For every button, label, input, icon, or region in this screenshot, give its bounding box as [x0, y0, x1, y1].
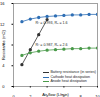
- svg-text:R² = 0.993, R₀ = 1.6: R² = 0.993, R₀ = 1.6: [36, 21, 68, 25]
- svg-text:Air flow (L/min): Air flow (L/min): [42, 92, 69, 97]
- svg-text:10: 10: [95, 94, 100, 97]
- html-text:Battery resistance (in series): Battery resistance (in series): [50, 70, 96, 75]
- svg-text:8: 8: [80, 94, 83, 97]
- svg-text:2: 2: [29, 94, 32, 97]
- svg-text:R² = 0.987, R₀ = 2.6: R² = 0.987, R₀ = 2.6: [36, 43, 68, 47]
- svg-text:16: 16: [0, 1, 5, 6]
- svg-text:0: 0: [2, 84, 5, 89]
- html-text:Anode heat dissipation: Anode heat dissipation: [50, 79, 87, 84]
- html-text:Cathode heat dissipation: Cathode heat dissipation: [50, 74, 90, 79]
- svg-text:12: 12: [0, 22, 5, 27]
- svg-text:4: 4: [2, 63, 5, 68]
- svg-text:0: 0: [12, 94, 15, 97]
- svg-text:Resistance (mΩ): Resistance (mΩ): [1, 29, 6, 60]
